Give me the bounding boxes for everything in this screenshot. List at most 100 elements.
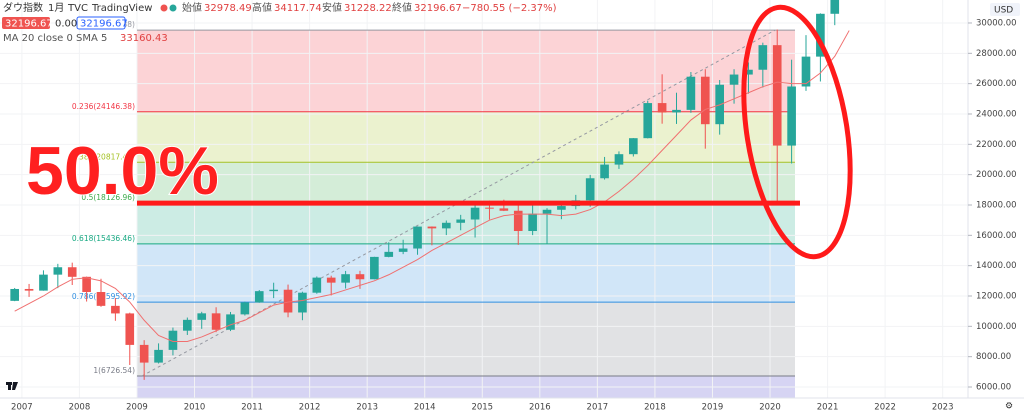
annotation: 50.0% xyxy=(26,133,219,209)
symbol: ダウ指数 xyxy=(3,1,43,14)
candle-body xyxy=(700,76,710,125)
candle-body xyxy=(758,45,768,70)
ohlc-label: 始値 xyxy=(182,1,202,14)
candle-body xyxy=(772,45,782,146)
candle-body xyxy=(686,76,696,110)
candle-body xyxy=(585,178,595,201)
ohlc-label: 終値 xyxy=(392,1,412,14)
candle-body xyxy=(125,313,135,345)
highlight-ellipse xyxy=(741,4,853,260)
y-tick-label: 24000.00 xyxy=(976,109,1017,119)
candle-body xyxy=(168,330,178,350)
candle-body xyxy=(384,251,394,257)
ma-line xyxy=(14,30,850,342)
x-tick-label: 2011 xyxy=(241,403,263,413)
y-tick-label: 8000.00 xyxy=(976,352,1011,362)
fib-band xyxy=(137,30,795,112)
x-tick-label: 2017 xyxy=(587,403,609,413)
candle-body xyxy=(139,344,149,363)
candle-body xyxy=(413,226,422,249)
currency-box[interactable] xyxy=(990,3,1020,16)
interval: 1月 xyxy=(48,2,64,14)
fib-label: 0.382(20817.46) xyxy=(72,152,135,161)
candle-body xyxy=(729,74,739,85)
candle-body xyxy=(355,274,365,280)
change: −780.55 (−2.37%) xyxy=(462,3,557,14)
candle-body xyxy=(643,103,653,139)
x-tick-label: 2014 xyxy=(414,403,436,413)
candle-body xyxy=(441,222,451,229)
candle-body xyxy=(830,0,840,14)
candle-body xyxy=(326,277,336,283)
candle-body xyxy=(513,210,523,232)
y-tick-label: 12000.00 xyxy=(976,291,1017,301)
ma-value: 33160.43 xyxy=(120,33,168,44)
candle-body xyxy=(96,292,106,306)
candle-body xyxy=(154,349,163,363)
candle-body xyxy=(370,256,379,280)
candle-body xyxy=(470,207,480,220)
fib-label: 1(6726.54) xyxy=(93,366,135,375)
y-tick-label: 30000.00 xyxy=(976,18,1017,28)
y-tick-label: 18000.00 xyxy=(976,200,1017,210)
y-tick-label: 22000.00 xyxy=(976,140,1017,150)
candle-body xyxy=(111,305,120,314)
candle-body xyxy=(557,206,566,210)
candle-body xyxy=(398,248,408,252)
x-tick-label: 2015 xyxy=(471,403,493,413)
header: ダウ指数 1月 TVC TradingView 32196.67 0.00 32… xyxy=(2,1,557,44)
candle-body xyxy=(269,289,278,292)
spread: 0.00 xyxy=(55,19,77,30)
currency: USD xyxy=(994,6,1013,16)
x-tick-label: 2023 xyxy=(932,403,954,413)
ask-box[interactable] xyxy=(76,16,126,30)
candle-body xyxy=(499,208,509,211)
ohlc-value: 32978.49 xyxy=(204,3,252,14)
candle-body xyxy=(240,302,250,315)
candle-body xyxy=(67,267,77,277)
candle-body xyxy=(427,226,437,229)
y-tick-label: 10000.00 xyxy=(976,322,1017,332)
bid: 32196.67 xyxy=(5,19,53,30)
fib-label: 0.5(18126.96) xyxy=(81,193,135,202)
settings-icon[interactable]: ⚙ xyxy=(1005,402,1013,412)
tv-logo xyxy=(6,382,18,390)
candle-body xyxy=(787,86,796,146)
fib-band xyxy=(137,203,795,244)
y-tick-label: 20000.00 xyxy=(976,170,1017,180)
candle-body xyxy=(312,277,322,293)
ohlc-label: 高値 xyxy=(252,1,272,14)
candle-body xyxy=(801,56,811,87)
x-tick-label: 2018 xyxy=(644,403,666,413)
x-tick-label: 2007 xyxy=(11,403,33,413)
candle-body xyxy=(672,109,681,113)
plot-area: 0(29527.38)0.236(24146.38)0.382(20817.46… xyxy=(0,0,968,398)
candle-body xyxy=(600,164,609,179)
x-tick-label: 2010 xyxy=(184,403,206,413)
status-dot xyxy=(160,4,168,12)
candle-body xyxy=(24,288,34,291)
candle-body xyxy=(485,207,494,209)
x-tick-label: 2019 xyxy=(702,403,724,413)
y-tick-label: 16000.00 xyxy=(976,231,1017,241)
x-tick-label: 2016 xyxy=(529,403,551,413)
candle-body xyxy=(816,13,825,57)
y-tick-label: 14000.00 xyxy=(976,261,1017,271)
candle-body xyxy=(82,276,91,293)
ohlc-value: 34117.74 xyxy=(274,3,322,14)
candle-body xyxy=(528,213,537,232)
fib-band xyxy=(137,111,795,163)
candle-body xyxy=(283,289,293,313)
fib-band xyxy=(137,162,795,204)
candle-body xyxy=(53,267,63,275)
fib-label: 0.618(15436.46) xyxy=(72,234,135,243)
bid-box[interactable] xyxy=(2,17,50,29)
candle-body xyxy=(542,209,552,214)
ask: 32196.67 xyxy=(80,19,128,30)
source: TVC xyxy=(67,3,88,14)
candle-body xyxy=(629,138,638,155)
candle-body xyxy=(211,313,221,330)
ohlc-value: 31228.22 xyxy=(344,3,392,14)
